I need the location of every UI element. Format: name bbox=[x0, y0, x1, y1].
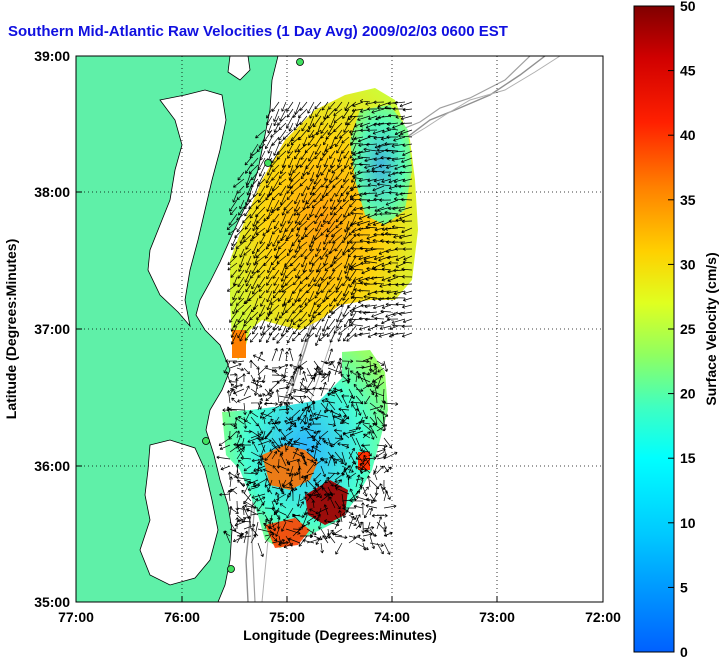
x-tick-label: 73:00 bbox=[479, 609, 515, 625]
x-axis-label: Longitude (Degrees:Minutes) bbox=[243, 627, 437, 643]
colorbar-tick-label: 25 bbox=[680, 321, 696, 337]
colorbar-label: Surface Velocity (cm/s) bbox=[703, 252, 719, 405]
y-tick-label: 39:00 bbox=[34, 48, 70, 64]
x-tick-label: 76:00 bbox=[164, 609, 200, 625]
colorbar bbox=[633, 5, 675, 653]
x-tick-label: 77:00 bbox=[58, 609, 94, 625]
map-title: Southern Mid-Atlantic Raw Velocities (1 … bbox=[8, 23, 508, 40]
velocity-arrows bbox=[216, 99, 413, 557]
colorbar-tick-label: 0 bbox=[680, 644, 688, 659]
station-marker bbox=[296, 58, 304, 66]
colorbar-tick-label: 40 bbox=[680, 127, 696, 143]
x-tick-label: 74:00 bbox=[374, 609, 410, 625]
y-tick-label: 37:00 bbox=[34, 321, 70, 337]
x-tick-label: 72:00 bbox=[585, 609, 621, 625]
station-marker bbox=[264, 159, 272, 167]
colorbar-tick-label: 35 bbox=[680, 192, 696, 208]
colorbar-tick-label: 30 bbox=[680, 256, 696, 272]
station-marker bbox=[227, 565, 235, 573]
y-axis-label: Latitude (Degrees:Minutes) bbox=[3, 239, 19, 419]
colorbar-tick-label: 15 bbox=[680, 450, 696, 466]
colorbar-tick-label: 20 bbox=[680, 386, 696, 402]
colorbar-tick-label: 50 bbox=[680, 0, 696, 14]
x-tick-label: 75:00 bbox=[269, 609, 305, 625]
y-tick-label: 36:00 bbox=[34, 458, 70, 474]
pamlico-sound bbox=[139, 439, 219, 586]
chesapeake-bay bbox=[147, 89, 227, 328]
y-tick-label: 35:00 bbox=[34, 594, 70, 610]
colorbar-tick-label: 10 bbox=[680, 515, 696, 531]
colorbar-tick-label: 45 bbox=[680, 63, 696, 79]
colorbar-tick-label: 5 bbox=[680, 579, 688, 595]
station-marker bbox=[202, 437, 210, 445]
y-tick-label: 38:00 bbox=[34, 184, 70, 200]
